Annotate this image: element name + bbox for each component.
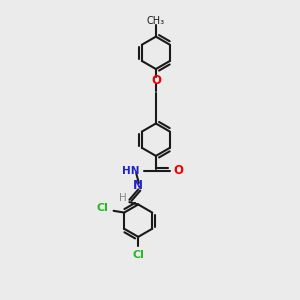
Text: HN: HN bbox=[122, 166, 139, 176]
Text: O: O bbox=[151, 74, 161, 87]
Text: H: H bbox=[119, 193, 127, 203]
Text: Cl: Cl bbox=[97, 203, 109, 213]
Text: Cl: Cl bbox=[132, 250, 144, 260]
Text: O: O bbox=[174, 164, 184, 177]
Text: N: N bbox=[133, 179, 143, 192]
Text: CH₃: CH₃ bbox=[147, 16, 165, 26]
